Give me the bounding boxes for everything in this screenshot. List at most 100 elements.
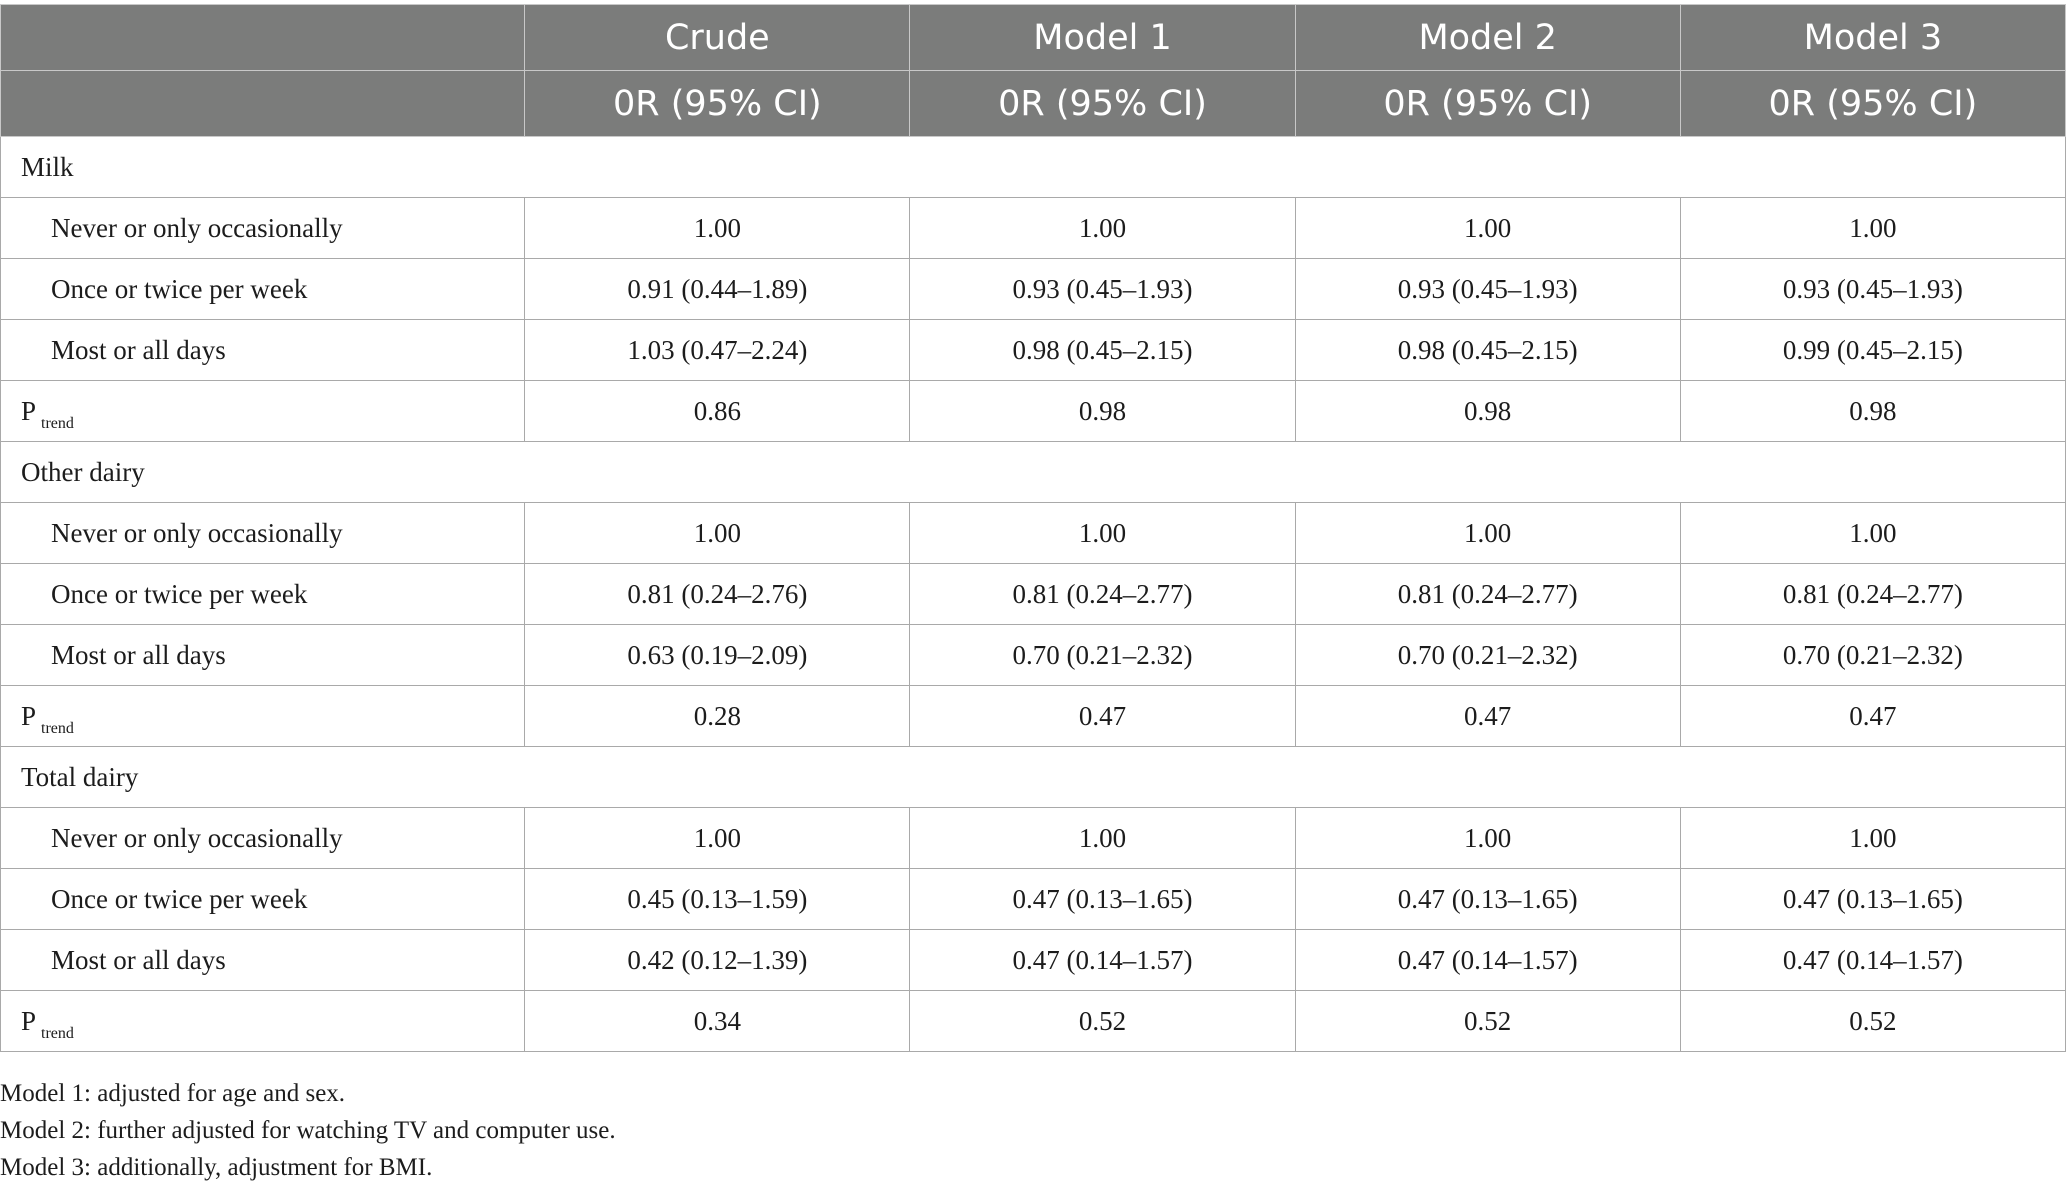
or-value-cell: 1.00: [1294, 807, 1681, 869]
p-trend-value-cell: 0.47: [909, 685, 1296, 747]
table-row: Never or only occasionally 1.00 1.00 1.00 1.…: [0, 502, 2067, 564]
or-value-cell: 0.93 (0.45–1.93): [1679, 258, 2067, 320]
results-table-container: Crude Model 1 Model 2 Model 3 0R (95% CI…: [0, 4, 2067, 1052]
or-value-cell: 0.47 (0.14–1.57): [909, 929, 1296, 991]
or-value-cell: 0.81 (0.24–2.76): [524, 563, 911, 625]
row-label: Most or all days: [0, 319, 526, 381]
p-trend-subscript: trend: [41, 414, 74, 432]
table-row: Never or only occasionally 1.00 1.00 1.00 1.…: [0, 807, 2067, 869]
table-footnotes: Model 1: adjusted for age and sex. Model…: [0, 1075, 616, 1186]
p-trend-value-cell: 0.28: [524, 685, 911, 747]
or-value-cell: 0.93 (0.45–1.93): [1294, 258, 1681, 320]
or-value-cell: 1.00: [524, 807, 911, 869]
or-value-cell: 0.47 (0.14–1.57): [1679, 929, 2067, 991]
or-value-cell: 1.00: [1679, 197, 2067, 259]
odds-ratio-table: Crude Model 1 Model 2 Model 3 0R (95% CI…: [0, 4, 2067, 1052]
p-trend-main: P: [21, 700, 37, 731]
or-value-cell: 0.70 (0.21–2.32): [1294, 624, 1681, 686]
table-header: Crude Model 1 Model 2 Model 3 0R (95% CI…: [0, 4, 2067, 137]
or-value-cell: 0.47 (0.14–1.57): [1294, 929, 1681, 991]
header-or-ci: 0R (95% CI): [524, 70, 911, 137]
header-crude: Crude: [524, 4, 911, 71]
p-trend-subscript: trend: [41, 719, 74, 737]
group-row: Other dairy: [0, 441, 2066, 503]
or-value-cell: 0.93 (0.45–1.93): [909, 258, 1296, 320]
p-trend-value-cell: 0.34: [524, 990, 911, 1052]
row-label: Never or only occasionally: [0, 807, 526, 869]
or-value-cell: 1.00: [524, 502, 911, 564]
p-trend-value-cell: 0.47: [1679, 685, 2067, 747]
p-trend-value-cell: 0.98: [1294, 380, 1681, 442]
row-label: Once or twice per week: [0, 258, 526, 320]
p-trend-value-cell: 0.98: [909, 380, 1296, 442]
header-or-ci: 0R (95% CI): [1679, 70, 2067, 137]
footnote: Model 2: further adjusted for watching T…: [0, 1117, 616, 1144]
table-row: Never or only occasionally 1.00 1.00 1.00 1.…: [0, 197, 2067, 259]
or-value-cell: 0.42 (0.12–1.39): [524, 929, 911, 991]
or-value-cell: 1.00: [524, 197, 911, 259]
row-label: Most or all days: [0, 929, 526, 991]
table-row: Most or all days 0.42 (0.12–1.39) 0.47 (0.…: [0, 929, 2067, 991]
header-row-models: Crude Model 1 Model 2 Model 3: [0, 4, 2067, 71]
header-corner: [0, 4, 526, 71]
or-value-cell: 0.47 (0.13–1.65): [909, 868, 1296, 930]
table-row: Once or twice per week 0.45 (0.13–1.59) 0.…: [0, 868, 2067, 930]
or-value-cell: 1.00: [1679, 502, 2067, 564]
or-value-cell: 1.00: [909, 807, 1296, 869]
header-row-metric: 0R (95% CI) 0R (95% CI) 0R (95% CI) 0R (…: [0, 70, 2067, 137]
or-value-cell: 0.81 (0.24–2.77): [1679, 563, 2067, 625]
or-value-cell: 0.98 (0.45–2.15): [909, 319, 1296, 381]
p-trend-value-cell: 0.98: [1679, 380, 2067, 442]
or-value-cell: 1.00: [1294, 197, 1681, 259]
or-value-cell: 0.63 (0.19–2.09): [524, 624, 911, 686]
or-value-cell: 0.91 (0.44–1.89): [524, 258, 911, 320]
or-value-cell: 1.00: [1294, 502, 1681, 564]
row-label: Most or all days: [0, 624, 526, 686]
header-model-2: Model 2: [1294, 4, 1681, 71]
group-row: Milk: [0, 136, 2066, 198]
table-row: Once or twice per week 0.81 (0.24–2.76) 0.…: [0, 563, 2067, 625]
p-trend-value-cell: 0.86: [524, 380, 911, 442]
or-value-cell: 0.98 (0.45–2.15): [1294, 319, 1681, 381]
or-value-cell: 0.99 (0.45–2.15): [1679, 319, 2067, 381]
table-row: Once or twice per week 0.91 (0.44–1.89) 0.…: [0, 258, 2067, 320]
or-value-cell: 1.03 (0.47–2.24): [524, 319, 911, 381]
header-corner-2: [0, 70, 526, 137]
footnote: Model 3: additionally, adjustment for BM…: [0, 1154, 433, 1181]
or-value-cell: 1.00: [909, 502, 1296, 564]
p-trend-main: P: [21, 1005, 37, 1036]
or-value-cell: 1.00: [909, 197, 1296, 259]
p-trend-value-cell: 0.52: [1679, 990, 2067, 1052]
table-body: Milk Never or only occasionally 1.00 1.00 1.…: [0, 136, 2067, 1052]
p-trend-value-cell: 0.52: [909, 990, 1296, 1052]
or-value-cell: 0.81 (0.24–2.77): [1294, 563, 1681, 625]
p-trend-main: P: [21, 395, 37, 426]
row-label: Never or only occasionally: [0, 197, 526, 259]
or-value-cell: 0.45 (0.13–1.59): [524, 868, 911, 930]
group-label: Milk: [0, 136, 2066, 198]
p-trend-value-cell: 0.47: [1294, 685, 1681, 747]
header-or-ci: 0R (95% CI): [1294, 70, 1681, 137]
or-value-cell: 0.70 (0.21–2.32): [1679, 624, 2067, 686]
or-value-cell: 0.70 (0.21–2.32): [909, 624, 1296, 686]
header-model-3: Model 3: [1679, 4, 2067, 71]
row-label: Once or twice per week: [0, 868, 526, 930]
p-trend-value-cell: 0.52: [1294, 990, 1681, 1052]
row-label: Once or twice per week: [0, 563, 526, 625]
or-value-cell: 0.47 (0.13–1.65): [1294, 868, 1681, 930]
table-row: Most or all days 0.63 (0.19–2.09) 0.70 (0.…: [0, 624, 2067, 686]
or-value-cell: 1.00: [1679, 807, 2067, 869]
header-model-1: Model 1: [909, 4, 1296, 71]
p-trend-subscript: trend: [41, 1024, 74, 1042]
or-value-cell: 0.81 (0.24–2.77): [909, 563, 1296, 625]
table-row: Most or all days 1.03 (0.47–2.24) 0.98 (0.…: [0, 319, 2067, 381]
header-or-ci: 0R (95% CI): [909, 70, 1296, 137]
footnote: Model 1: adjusted for age and sex.: [0, 1080, 346, 1107]
group-row: Total dairy: [0, 746, 2066, 808]
